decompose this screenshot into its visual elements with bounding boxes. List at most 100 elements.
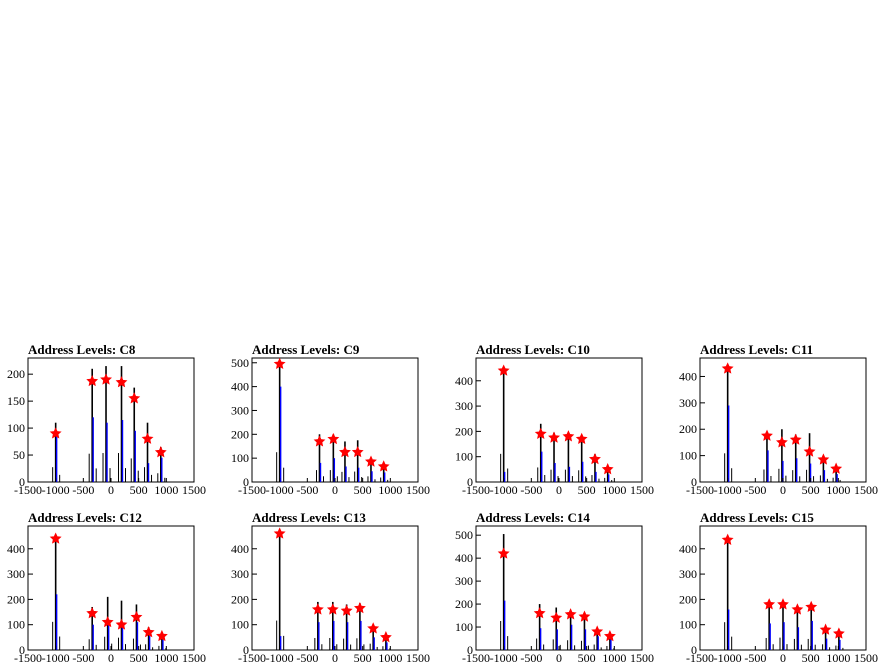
peak-marker bbox=[156, 629, 168, 642]
x-tick-label: 0 bbox=[108, 483, 114, 497]
peak-marker bbox=[550, 611, 563, 623]
peak-marker bbox=[86, 374, 99, 387]
plot-frame bbox=[27, 357, 195, 483]
x-tick-label: -1500 bbox=[462, 483, 490, 497]
chart-title: Address Levels: C13 bbox=[252, 510, 366, 525]
x-tick-label: 0 bbox=[332, 651, 338, 665]
x-tick-label: -500 bbox=[72, 483, 94, 497]
chart-panel-2: Address Levels: C10 0 100 200 300 400 -1500 -10… bbox=[455, 342, 654, 497]
x-tick-label: 0 bbox=[780, 651, 786, 665]
peak-marker bbox=[86, 607, 99, 619]
x-tick-label: -500 bbox=[744, 651, 766, 665]
x-tick-label: 1500 bbox=[182, 483, 206, 497]
y-tick-label: 100 bbox=[455, 620, 473, 634]
peak-marker bbox=[789, 433, 802, 445]
y-tick-label: 500 bbox=[231, 356, 249, 370]
y-tick-label: 300 bbox=[231, 403, 249, 417]
y-tick-label: 400 bbox=[679, 542, 697, 556]
peak-marker bbox=[154, 446, 167, 458]
peak-marker bbox=[354, 601, 366, 614]
x-tick-label: 0 bbox=[332, 483, 338, 497]
chart-panel-4: Address Levels: C12 0 100 200 300 400 -1500 -10… bbox=[7, 510, 206, 665]
y-tick-label: 400 bbox=[455, 374, 473, 388]
x-tick-label: 500 bbox=[130, 483, 148, 497]
chart-panel-1: Address Levels: C90100200300400500-1500-… bbox=[231, 342, 430, 497]
peak-marker bbox=[311, 603, 324, 615]
peak-marker bbox=[101, 615, 114, 628]
y-tick-label: 150 bbox=[7, 394, 25, 408]
y-tick-label: 100 bbox=[7, 421, 25, 435]
chart-panel-0: Address Levels: C8 0 50 100 150 200 -1500 -1000… bbox=[7, 342, 206, 497]
peak-marker bbox=[776, 436, 788, 448]
x-tick-label: -1000 bbox=[266, 483, 294, 497]
peak-marker bbox=[340, 604, 353, 616]
x-tick-label: 1000 bbox=[378, 651, 402, 665]
chart-title: Address Levels: C8 bbox=[28, 342, 136, 357]
y-tick-label: 0 bbox=[691, 643, 697, 657]
y-tick-label: 100 bbox=[7, 618, 25, 632]
x-tick-label: 500 bbox=[802, 483, 820, 497]
y-tick-label: 0 bbox=[467, 475, 473, 489]
y-tick-label: 0 bbox=[243, 475, 249, 489]
chart-title: Address Levels: C12 bbox=[28, 510, 142, 525]
y-tick-label: 0 bbox=[19, 643, 25, 657]
peak-marker bbox=[777, 598, 789, 610]
x-tick-label: 1500 bbox=[854, 483, 878, 497]
peak-marker bbox=[721, 533, 734, 546]
peak-marker bbox=[338, 445, 351, 458]
peak-marker bbox=[578, 610, 591, 622]
x-tick-label: 500 bbox=[354, 651, 372, 665]
peak-marker bbox=[601, 463, 614, 475]
chart-title: Address Levels: C10 bbox=[476, 342, 590, 357]
x-tick-label: -1000 bbox=[266, 651, 294, 665]
x-tick-label: -500 bbox=[520, 483, 542, 497]
peak-marker bbox=[273, 357, 286, 369]
x-tick-label: -1000 bbox=[714, 483, 742, 497]
y-tick-label: 200 bbox=[679, 592, 697, 606]
x-tick-label: 1000 bbox=[602, 651, 626, 665]
x-tick-label: 0 bbox=[780, 483, 786, 497]
x-tick-label: -1000 bbox=[42, 483, 70, 497]
chart-panel-7: Address Levels: C15 0 100 200 300 400 -1500 -10… bbox=[679, 510, 878, 665]
x-tick-label: 500 bbox=[130, 651, 148, 665]
peak-marker bbox=[377, 460, 390, 472]
x-tick-label: -1500 bbox=[14, 651, 42, 665]
y-tick-label: 200 bbox=[231, 592, 249, 606]
x-tick-label: 0 bbox=[108, 651, 114, 665]
x-tick-label: -1500 bbox=[238, 483, 266, 497]
peak-marker bbox=[760, 429, 773, 441]
y-tick-label: 400 bbox=[231, 542, 249, 556]
x-tick-label: 1000 bbox=[378, 483, 402, 497]
x-tick-label: 1500 bbox=[630, 483, 654, 497]
peak-marker bbox=[604, 629, 616, 642]
y-tick-label: 300 bbox=[455, 399, 473, 413]
x-tick-label: 1000 bbox=[826, 651, 850, 665]
y-tick-label: 100 bbox=[231, 618, 249, 632]
peak-marker bbox=[351, 445, 364, 458]
chart-title: Address Levels: C14 bbox=[476, 510, 590, 525]
x-tick-label: 0 bbox=[556, 483, 562, 497]
x-tick-label: 1000 bbox=[826, 483, 850, 497]
chart-panel-3: Address Levels: C11 0 100 200 300 400 -1500 -10… bbox=[679, 342, 878, 497]
y-tick-label: 100 bbox=[455, 450, 473, 464]
y-tick-label: 0 bbox=[243, 643, 249, 657]
peak-marker bbox=[497, 364, 510, 376]
peak-marker bbox=[142, 626, 155, 638]
peak-marker bbox=[115, 376, 128, 388]
y-tick-label: 200 bbox=[455, 424, 473, 438]
x-tick-label: 1000 bbox=[154, 651, 178, 665]
y-tick-label: 500 bbox=[455, 528, 473, 542]
x-tick-label: -1500 bbox=[14, 483, 42, 497]
peak-marker bbox=[533, 607, 546, 619]
x-tick-label: 0 bbox=[556, 651, 562, 665]
x-tick-label: -1000 bbox=[42, 651, 70, 665]
peak-marker bbox=[564, 608, 577, 620]
x-tick-label: 1000 bbox=[602, 483, 626, 497]
peak-marker bbox=[49, 427, 62, 439]
y-tick-label: 200 bbox=[7, 367, 25, 381]
chart-panel-5: Address Levels: C13 0 100 200 300 400 -1500 -10… bbox=[231, 510, 430, 665]
y-tick-label: 400 bbox=[455, 551, 473, 565]
x-tick-label: -1000 bbox=[490, 483, 518, 497]
x-tick-label: 1500 bbox=[630, 651, 654, 665]
x-tick-label: -1000 bbox=[714, 651, 742, 665]
